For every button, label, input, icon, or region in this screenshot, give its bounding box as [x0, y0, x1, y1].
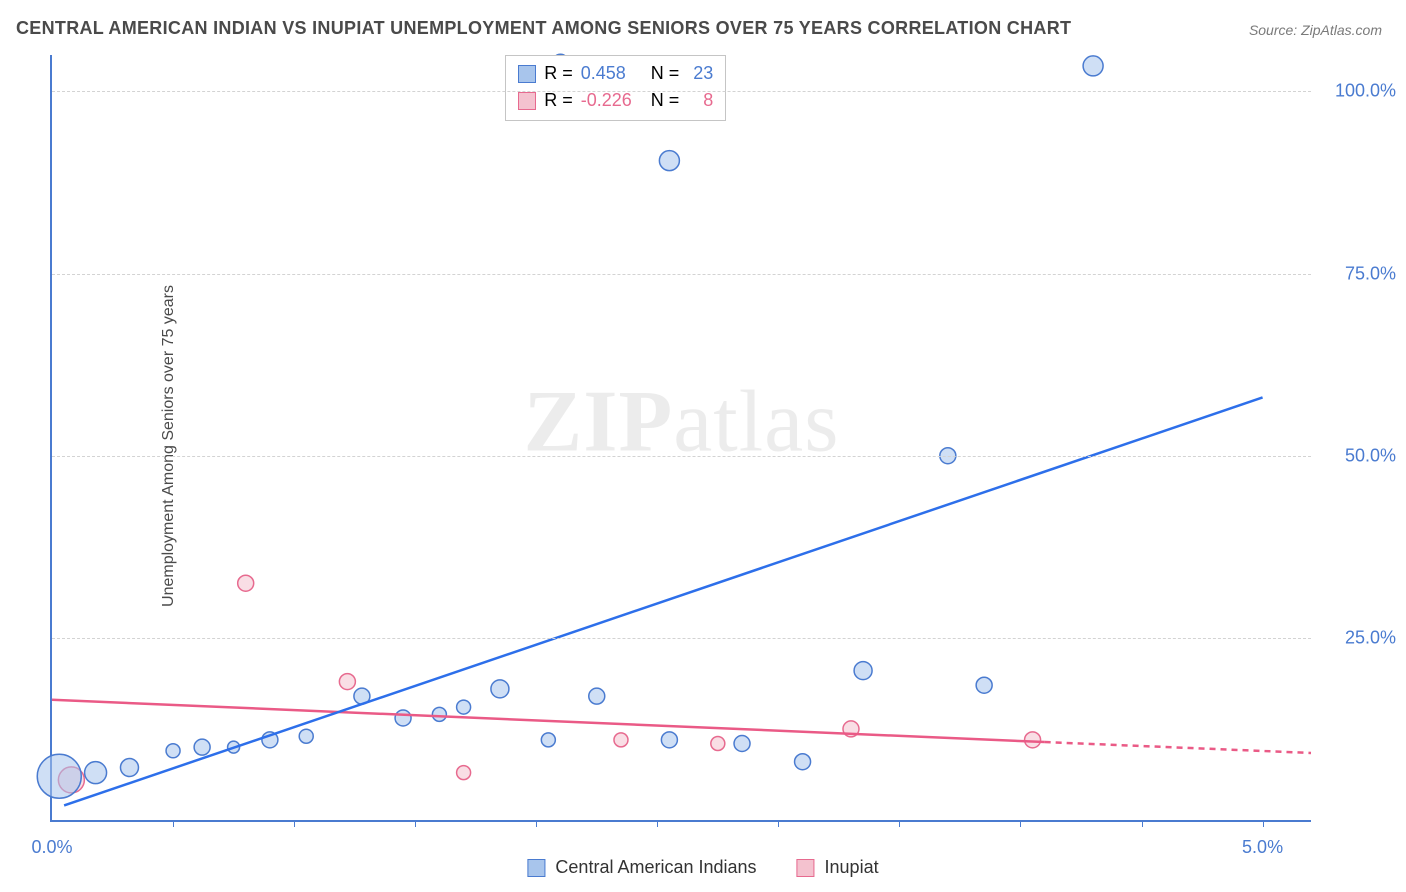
x-tick-label: 5.0% — [1242, 837, 1283, 858]
legend-label-series1: Central American Indians — [555, 857, 756, 878]
plot-area: ZIPatlas R = 0.458 N = 23 R = -0.226 N =… — [50, 55, 1311, 822]
scatter-point — [491, 680, 509, 698]
scatter-point — [339, 674, 355, 690]
x-tick — [173, 820, 174, 827]
gridline — [52, 91, 1311, 92]
x-tick — [657, 820, 658, 827]
gridline — [52, 274, 1311, 275]
scatter-point — [457, 700, 471, 714]
gridline — [52, 456, 1311, 457]
x-tick-label: 0.0% — [31, 837, 72, 858]
scatter-point — [395, 710, 411, 726]
y-tick-label: 50.0% — [1322, 445, 1396, 466]
legend-item-series1: Central American Indians — [527, 857, 756, 878]
x-tick — [536, 820, 537, 827]
scatter-point — [194, 739, 210, 755]
chart-svg — [52, 55, 1311, 820]
scatter-point — [120, 759, 138, 777]
legend-swatch-series1 — [527, 859, 545, 877]
y-tick-label: 75.0% — [1322, 263, 1396, 284]
scatter-point — [589, 688, 605, 704]
n-value-series1: 23 — [687, 60, 713, 87]
legend-swatch-series2 — [797, 859, 815, 877]
swatch-series1 — [518, 65, 536, 83]
r-label: R = — [544, 60, 573, 87]
x-tick — [415, 820, 416, 827]
scatter-point — [432, 707, 446, 721]
legend-item-series2: Inupiat — [797, 857, 879, 878]
scatter-point — [795, 754, 811, 770]
scatter-point — [541, 733, 555, 747]
legend-label-series2: Inupiat — [825, 857, 879, 878]
swatch-series2 — [518, 92, 536, 110]
scatter-point — [1025, 732, 1041, 748]
x-tick — [294, 820, 295, 827]
chart-title: CENTRAL AMERICAN INDIAN VS INUPIAT UNEMP… — [16, 18, 1071, 39]
scatter-point — [734, 736, 750, 752]
scatter-point — [238, 575, 254, 591]
x-tick — [899, 820, 900, 827]
scatter-point — [85, 762, 107, 784]
trend-line — [1045, 742, 1311, 753]
scatter-point — [37, 754, 81, 798]
bottom-legend: Central American Indians Inupiat — [527, 857, 878, 878]
y-tick-label: 100.0% — [1322, 81, 1396, 102]
stats-legend-box: R = 0.458 N = 23 R = -0.226 N = 8 — [505, 55, 726, 121]
x-tick — [1020, 820, 1021, 827]
scatter-point — [614, 733, 628, 747]
scatter-point — [711, 737, 725, 751]
scatter-point — [854, 662, 872, 680]
x-tick — [1142, 820, 1143, 827]
scatter-point — [661, 732, 677, 748]
stats-row-series1: R = 0.458 N = 23 — [518, 60, 713, 87]
scatter-point — [1083, 56, 1103, 76]
n-label: N = — [651, 60, 680, 87]
scatter-point — [457, 766, 471, 780]
x-tick — [778, 820, 779, 827]
y-tick-label: 25.0% — [1322, 627, 1396, 648]
x-tick — [1263, 820, 1264, 827]
scatter-point — [299, 729, 313, 743]
scatter-point — [976, 677, 992, 693]
r-value-series1: 0.458 — [581, 60, 643, 87]
scatter-point — [166, 744, 180, 758]
scatter-point — [659, 151, 679, 171]
source-attribution: Source: ZipAtlas.com — [1249, 22, 1382, 38]
gridline — [52, 638, 1311, 639]
